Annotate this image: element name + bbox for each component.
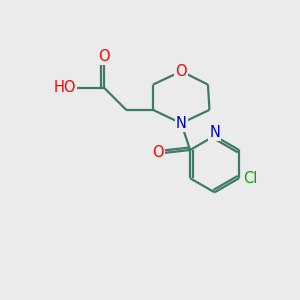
Text: Cl: Cl [243, 171, 257, 186]
Text: N: N [209, 125, 220, 140]
Text: O: O [152, 146, 164, 160]
Text: HO: HO [53, 80, 76, 95]
Text: N: N [176, 116, 187, 131]
Text: O: O [98, 49, 110, 64]
Text: O: O [176, 64, 187, 79]
